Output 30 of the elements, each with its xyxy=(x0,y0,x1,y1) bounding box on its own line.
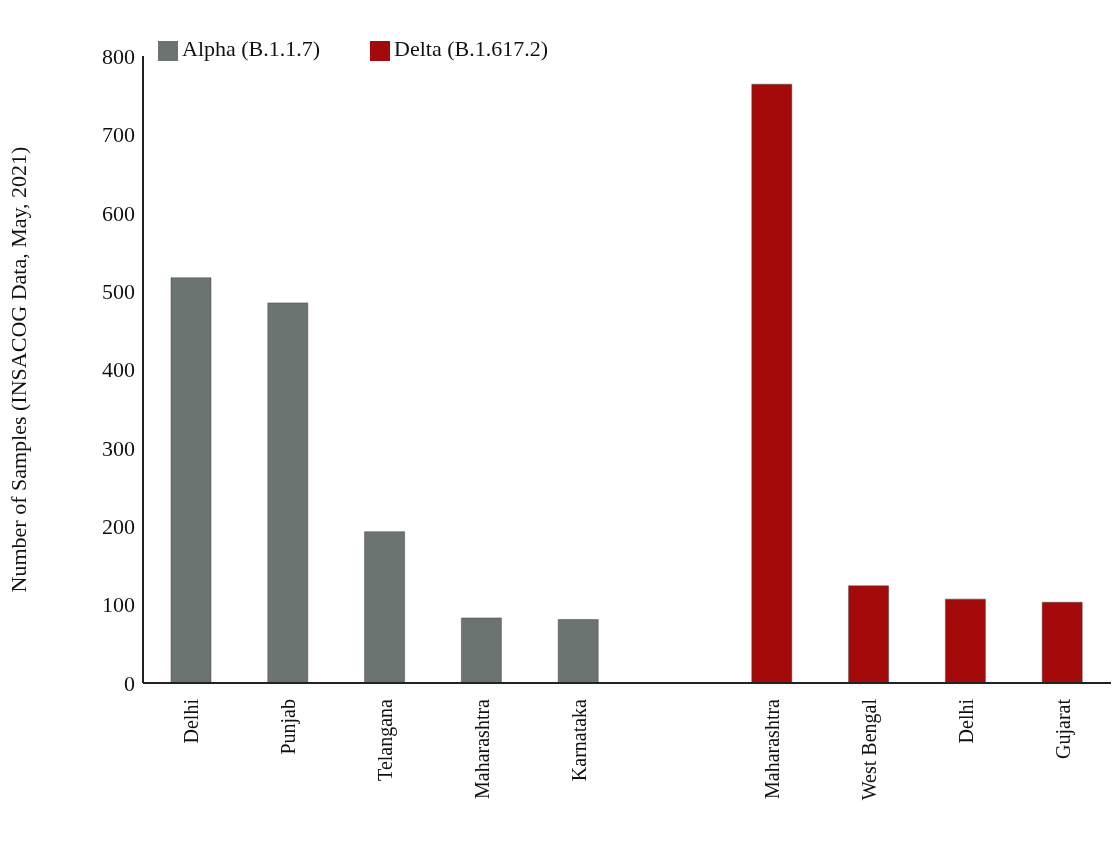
y-tick-label: 400 xyxy=(102,357,135,383)
x-tick-label: Delhi xyxy=(954,698,977,744)
bar xyxy=(170,277,212,683)
y-tick-label: 700 xyxy=(102,122,135,148)
x-tick-label: Maharashtra xyxy=(470,698,493,799)
bar xyxy=(751,83,793,683)
x-tick-label: West Bengal xyxy=(858,698,881,801)
bar xyxy=(1041,602,1083,683)
x-tick-label: Punjab xyxy=(277,699,301,755)
y-tick-label: 100 xyxy=(102,592,135,618)
bar xyxy=(945,598,986,683)
legend-label: Delta (B.1.617.2) xyxy=(394,36,549,61)
x-tick-label: Delhi xyxy=(180,698,203,744)
bar xyxy=(267,302,309,683)
y-tick-label: 0 xyxy=(124,670,135,696)
y-tick-label: 300 xyxy=(102,435,135,461)
x-tick-label: Maharashtra xyxy=(761,698,784,799)
legend-label: Alpha (B.1.1.7) xyxy=(182,36,321,61)
x-tick-label: Karnataka xyxy=(567,698,590,782)
bar xyxy=(557,619,599,683)
y-tick-label: 600 xyxy=(102,200,135,226)
x-tick-label: Telangana xyxy=(374,698,397,781)
bar xyxy=(848,585,889,683)
y-axis-title: Number of Samples (INSACOG Data, May, 2021) xyxy=(5,146,31,593)
y-tick-label: 800 xyxy=(102,43,135,69)
y-tick-label: 200 xyxy=(102,514,135,540)
y-tick-label: 500 xyxy=(102,278,135,304)
bar xyxy=(461,617,502,683)
bar xyxy=(364,531,405,683)
x-tick-label: Gujarat xyxy=(1051,698,1075,759)
